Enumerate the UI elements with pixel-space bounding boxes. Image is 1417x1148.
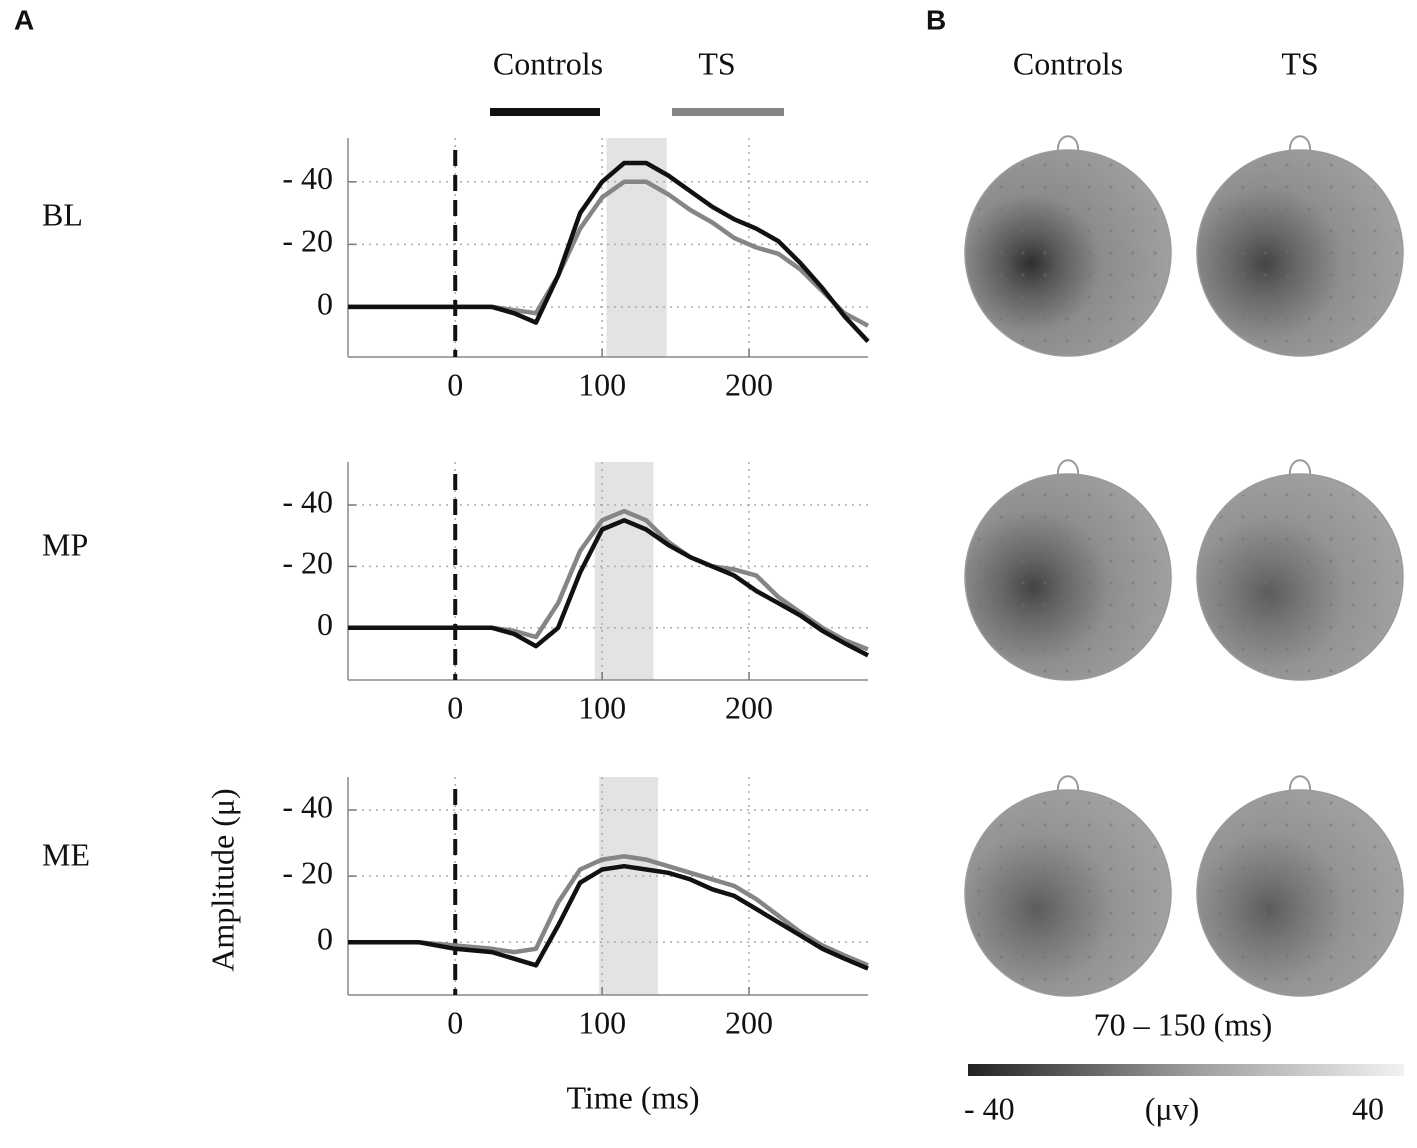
electrodes	[1200, 153, 1400, 353]
colorbar-tick-label: 40	[1352, 1090, 1384, 1126]
x-tick-label: 200	[725, 366, 773, 402]
x-tick-label: 100	[578, 1004, 626, 1040]
electrodes	[968, 153, 1168, 353]
y-tick-label: - 20	[282, 854, 333, 890]
x-axis-label: Time (ms)	[566, 1079, 699, 1115]
head-nose	[1056, 459, 1080, 477]
shaded-window	[606, 138, 667, 357]
x-tick-label: 0	[447, 366, 463, 402]
y-tick-label: - 40	[282, 483, 333, 519]
head-nose	[1056, 775, 1080, 793]
legend-label: TS	[698, 45, 735, 81]
x-tick-label: 100	[578, 689, 626, 725]
electrodes	[1200, 477, 1400, 677]
head-nose	[1288, 459, 1312, 477]
head-nose	[1056, 135, 1080, 153]
y-tick-label: - 20	[282, 223, 333, 259]
y-tick-label: - 20	[282, 545, 333, 581]
topomaps	[964, 135, 1404, 997]
colorbar-unit: (μv)	[1145, 1090, 1199, 1126]
window-label: 70 – 150 (ms)	[1094, 1006, 1273, 1042]
row-label: BL	[42, 196, 83, 232]
y-tick-label: 0	[317, 285, 333, 321]
column-label: Controls	[1013, 45, 1123, 81]
series-line	[348, 160, 870, 343]
head-nose	[1288, 135, 1312, 153]
y-tick-label: 0	[317, 606, 333, 642]
y-axis-label: Amplitude (μ)	[204, 788, 240, 971]
row-label: MP	[42, 526, 88, 562]
panel-label: A	[14, 4, 34, 35]
electrodes	[968, 793, 1168, 993]
x-tick-label: 200	[725, 1004, 773, 1040]
y-tick-label: 0	[317, 920, 333, 956]
series-line	[348, 863, 869, 971]
colorbar	[968, 1064, 1404, 1076]
y-tick-label: - 40	[282, 788, 333, 824]
x-tick-label: 100	[578, 366, 626, 402]
colorbar-tick-label: - 40	[964, 1090, 1015, 1126]
legend-label: Controls	[493, 45, 603, 81]
x-tick-label: 0	[447, 1004, 463, 1040]
series-line	[348, 518, 870, 658]
panel-label: B	[926, 4, 946, 35]
x-tick-label: 0	[447, 689, 463, 725]
shaded-window	[594, 462, 654, 680]
row-label: ME	[42, 836, 90, 872]
head-nose	[1288, 775, 1312, 793]
electrodes	[968, 477, 1168, 677]
electrodes	[1200, 793, 1400, 993]
y-tick-label: - 40	[282, 160, 333, 196]
series-line	[348, 854, 869, 968]
column-label: TS	[1281, 45, 1318, 81]
x-tick-label: 200	[725, 689, 773, 725]
shaded-window	[599, 777, 658, 995]
